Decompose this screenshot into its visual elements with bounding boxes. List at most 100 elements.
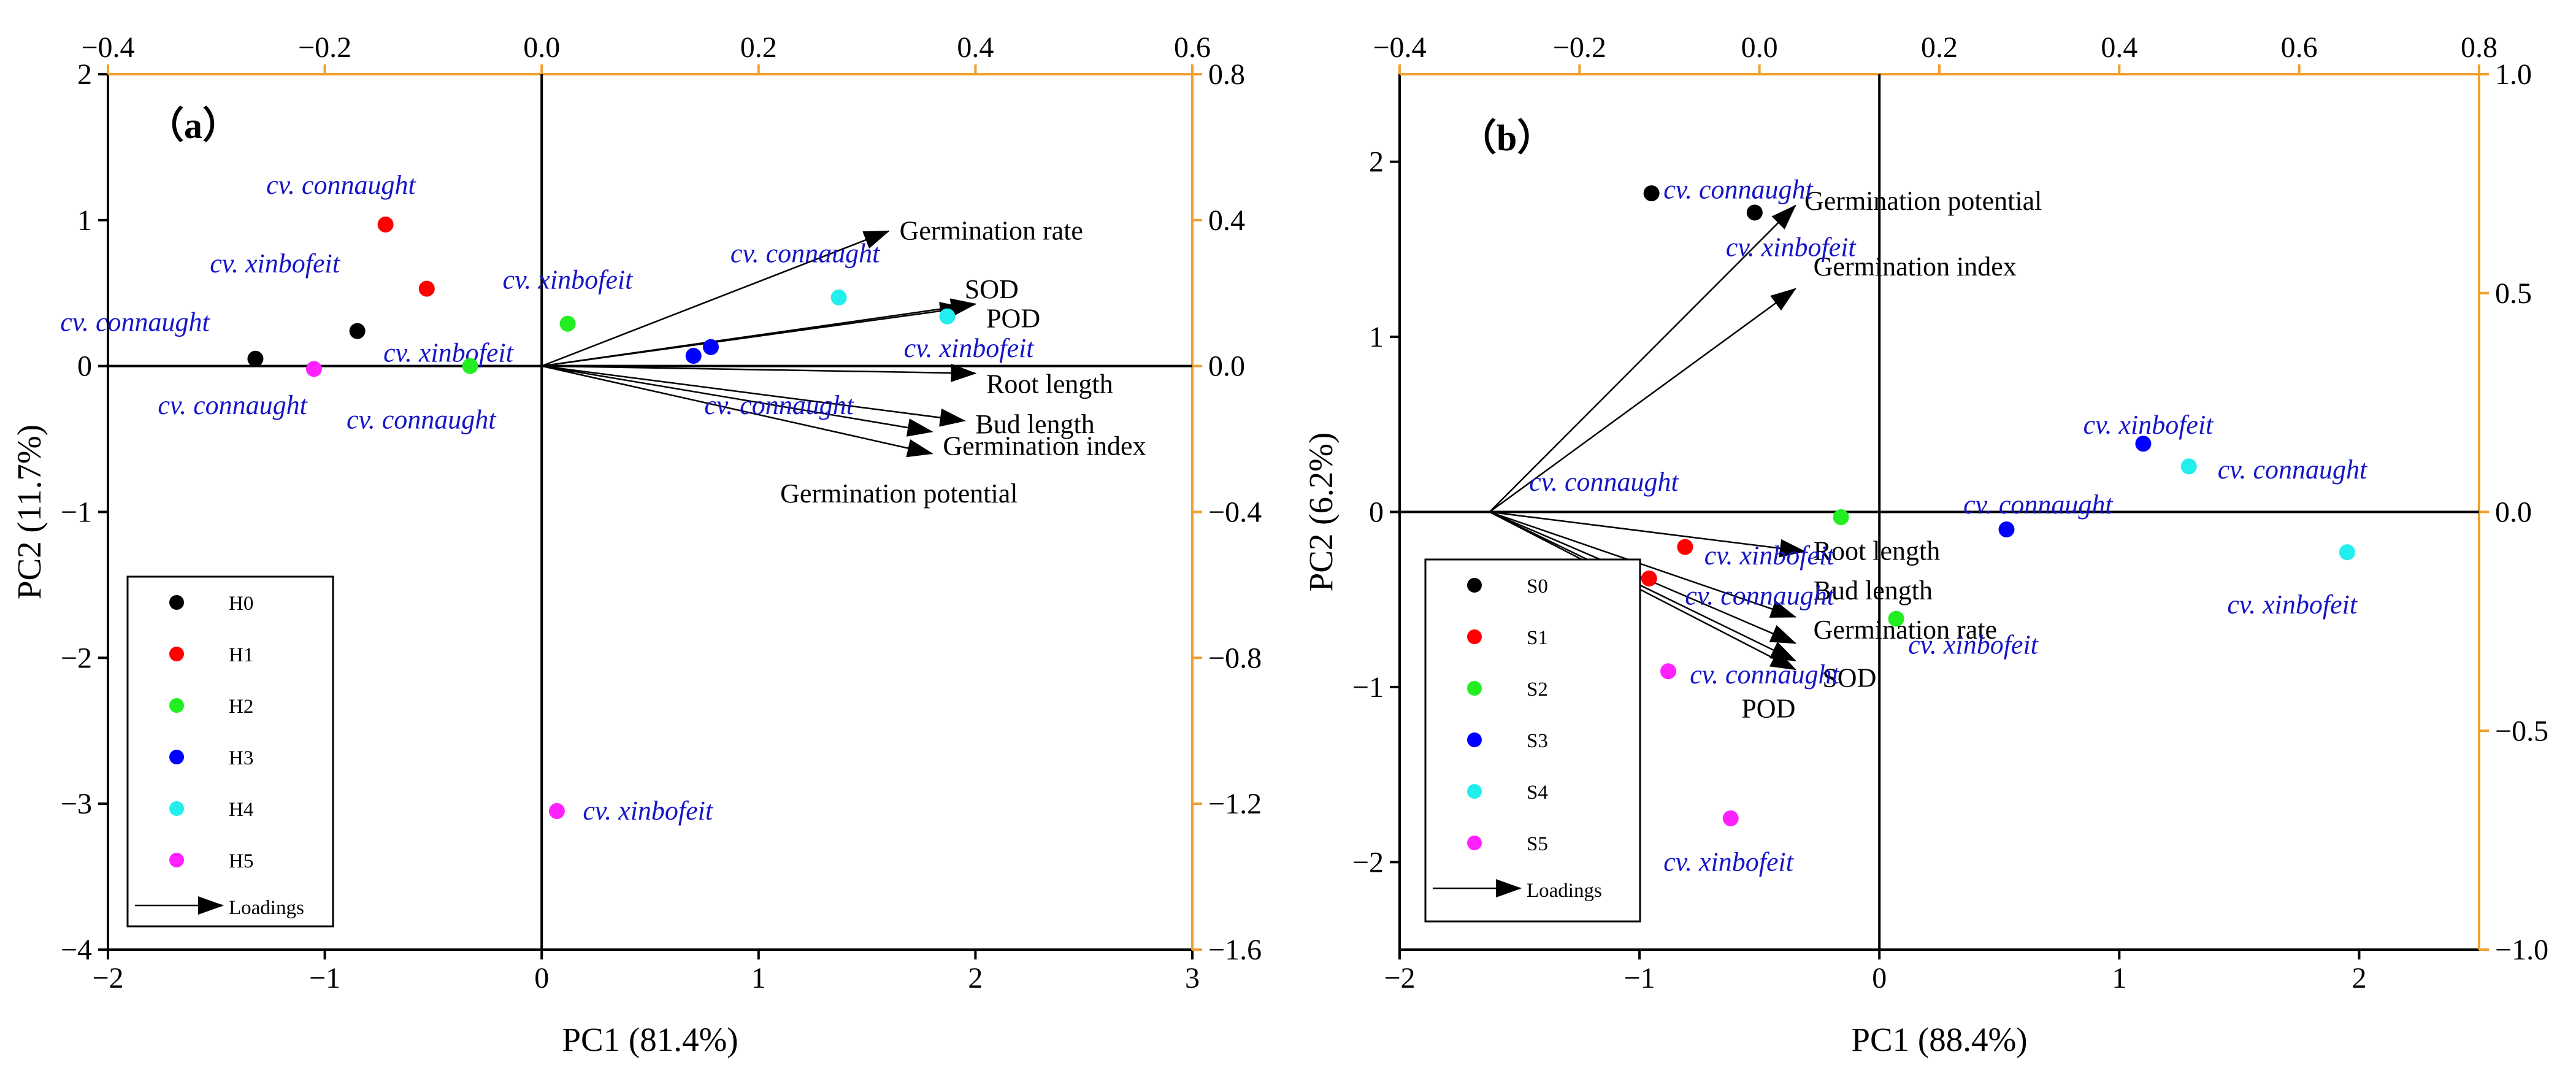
point-label: cv. connaught xyxy=(158,390,308,420)
loading-label: POD xyxy=(1741,694,1795,724)
y-tick-label: 1 xyxy=(1369,321,1384,353)
point-label: cv. connaught xyxy=(266,170,416,200)
loading-arrow xyxy=(541,230,890,367)
point-label: cv. xinbofeit xyxy=(904,333,1035,363)
top-tick-label: 0.2 xyxy=(1921,31,1958,64)
top-tick-label: 0.8 xyxy=(2461,31,2497,64)
point-label: cv. xinbofeit xyxy=(383,337,515,367)
y-tick-label: 2 xyxy=(77,58,92,91)
legend-marker xyxy=(1467,681,1482,696)
legend-marker xyxy=(169,801,184,816)
loading-label: SOD xyxy=(1822,663,1876,693)
point-label: cv. connaught xyxy=(60,307,210,337)
top-tick-label: 0.0 xyxy=(523,31,560,64)
x-tick-label: 2 xyxy=(968,962,983,994)
y-tick-label: 0 xyxy=(77,350,92,383)
point-label: cv. xinbofeit xyxy=(210,248,341,279)
loading-arrow xyxy=(1489,511,1797,662)
x-tick-label: 0 xyxy=(534,962,549,994)
top-tick-label: −0.2 xyxy=(1553,31,1606,64)
point-label: cv. connaught xyxy=(347,405,497,435)
data-point xyxy=(1888,610,1904,627)
point-label: cv. connaught xyxy=(704,390,854,420)
right-tick-label: 0.8 xyxy=(1208,58,1245,91)
x-tick-label: 3 xyxy=(1185,962,1200,994)
x-tick-label: 1 xyxy=(751,962,766,994)
loading-arrow xyxy=(541,365,933,458)
legend-loadings-label: Loadings xyxy=(1527,880,1602,902)
x-axis-title: PC1 (81.4%) xyxy=(562,1021,738,1058)
data-point xyxy=(1722,810,1739,826)
top-tick-label: 0.6 xyxy=(2281,31,2318,64)
data-point xyxy=(247,350,264,367)
legend-marker xyxy=(1467,578,1482,593)
y-tick-label: −1 xyxy=(1352,671,1384,704)
data-point xyxy=(939,308,956,325)
right-tick-label: −0.4 xyxy=(1208,496,1262,529)
data-point xyxy=(377,216,394,233)
loading-label: Germination rate xyxy=(900,216,1083,246)
legend-marker xyxy=(169,853,184,867)
data-point xyxy=(1998,521,2015,538)
legend-label: S0 xyxy=(1527,575,1548,598)
loading-arrow xyxy=(542,363,977,382)
legend-marker xyxy=(169,647,184,661)
point-label: cv. xinbofeit xyxy=(1704,540,1836,571)
legend-box xyxy=(126,575,334,928)
right-tick-label: 1.0 xyxy=(2495,58,2532,91)
right-tick-label: 0.0 xyxy=(1208,350,1245,383)
x-tick-label: 1 xyxy=(2112,962,2126,994)
right-tick-label: −1.2 xyxy=(1208,788,1262,820)
point-label: cv. xinbofeit xyxy=(2083,410,2215,440)
top-tick-label: −0.4 xyxy=(1373,31,1426,64)
y-tick-label: −2 xyxy=(61,642,92,674)
loading-arrow xyxy=(541,365,933,437)
legend-label: H3 xyxy=(229,747,253,769)
point-label: cv. xinbofeit xyxy=(1726,233,1857,263)
x-tick-label: 0 xyxy=(1872,962,1887,994)
data-point xyxy=(1660,663,1677,680)
right-tick-label: −1.6 xyxy=(1208,934,1262,966)
point-label: cv. connaught xyxy=(1529,467,1679,497)
data-point xyxy=(462,358,478,374)
loading-label: Root length xyxy=(986,369,1113,399)
legend-marker xyxy=(1467,784,1482,799)
legend-label: S1 xyxy=(1527,627,1548,649)
loading-arrow xyxy=(1489,511,1806,558)
x-tick-label: 2 xyxy=(2352,962,2366,994)
point-label: cv. connaught xyxy=(1963,490,2114,520)
loading-label: Germination index xyxy=(943,431,1146,461)
legend-label: S3 xyxy=(1527,730,1548,752)
data-point xyxy=(349,323,366,339)
loading-label: Germination potential xyxy=(780,479,1018,509)
x-tick-label: −2 xyxy=(92,962,123,994)
data-point xyxy=(2135,436,2152,452)
x-tick-label: −1 xyxy=(1624,962,1655,994)
legend-marker xyxy=(169,750,184,764)
right-tick-label: −0.8 xyxy=(1208,642,1262,674)
legend-loadings-label: Loadings xyxy=(229,897,304,919)
point-label: cv. xinbofeit xyxy=(583,796,714,826)
loading-label: Germination potential xyxy=(1804,186,2042,216)
data-point xyxy=(548,803,565,820)
data-point xyxy=(1643,185,1660,202)
loading-label: Root length xyxy=(1814,536,1941,566)
legend-label: H0 xyxy=(229,593,253,615)
legend-marker xyxy=(1467,629,1482,644)
top-tick-label: −0.2 xyxy=(298,31,351,64)
loading-label: Bud length xyxy=(975,409,1094,439)
data-point xyxy=(1677,539,1693,555)
loading-arrow xyxy=(1489,511,1797,618)
legend-marker xyxy=(169,698,184,713)
legend-box xyxy=(1424,558,1641,923)
loading-arrow xyxy=(542,298,977,367)
top-tick-label: 0.4 xyxy=(2101,31,2137,64)
point-label: cv. connaught xyxy=(1685,580,1835,610)
data-point xyxy=(685,348,702,364)
point-label: cv. connaught xyxy=(1690,659,1840,690)
legend-marker xyxy=(1467,836,1482,850)
point-label: cv. xinbofeit xyxy=(2227,590,2358,620)
data-point xyxy=(830,289,847,306)
panel-label: （b） xyxy=(1460,117,1554,158)
